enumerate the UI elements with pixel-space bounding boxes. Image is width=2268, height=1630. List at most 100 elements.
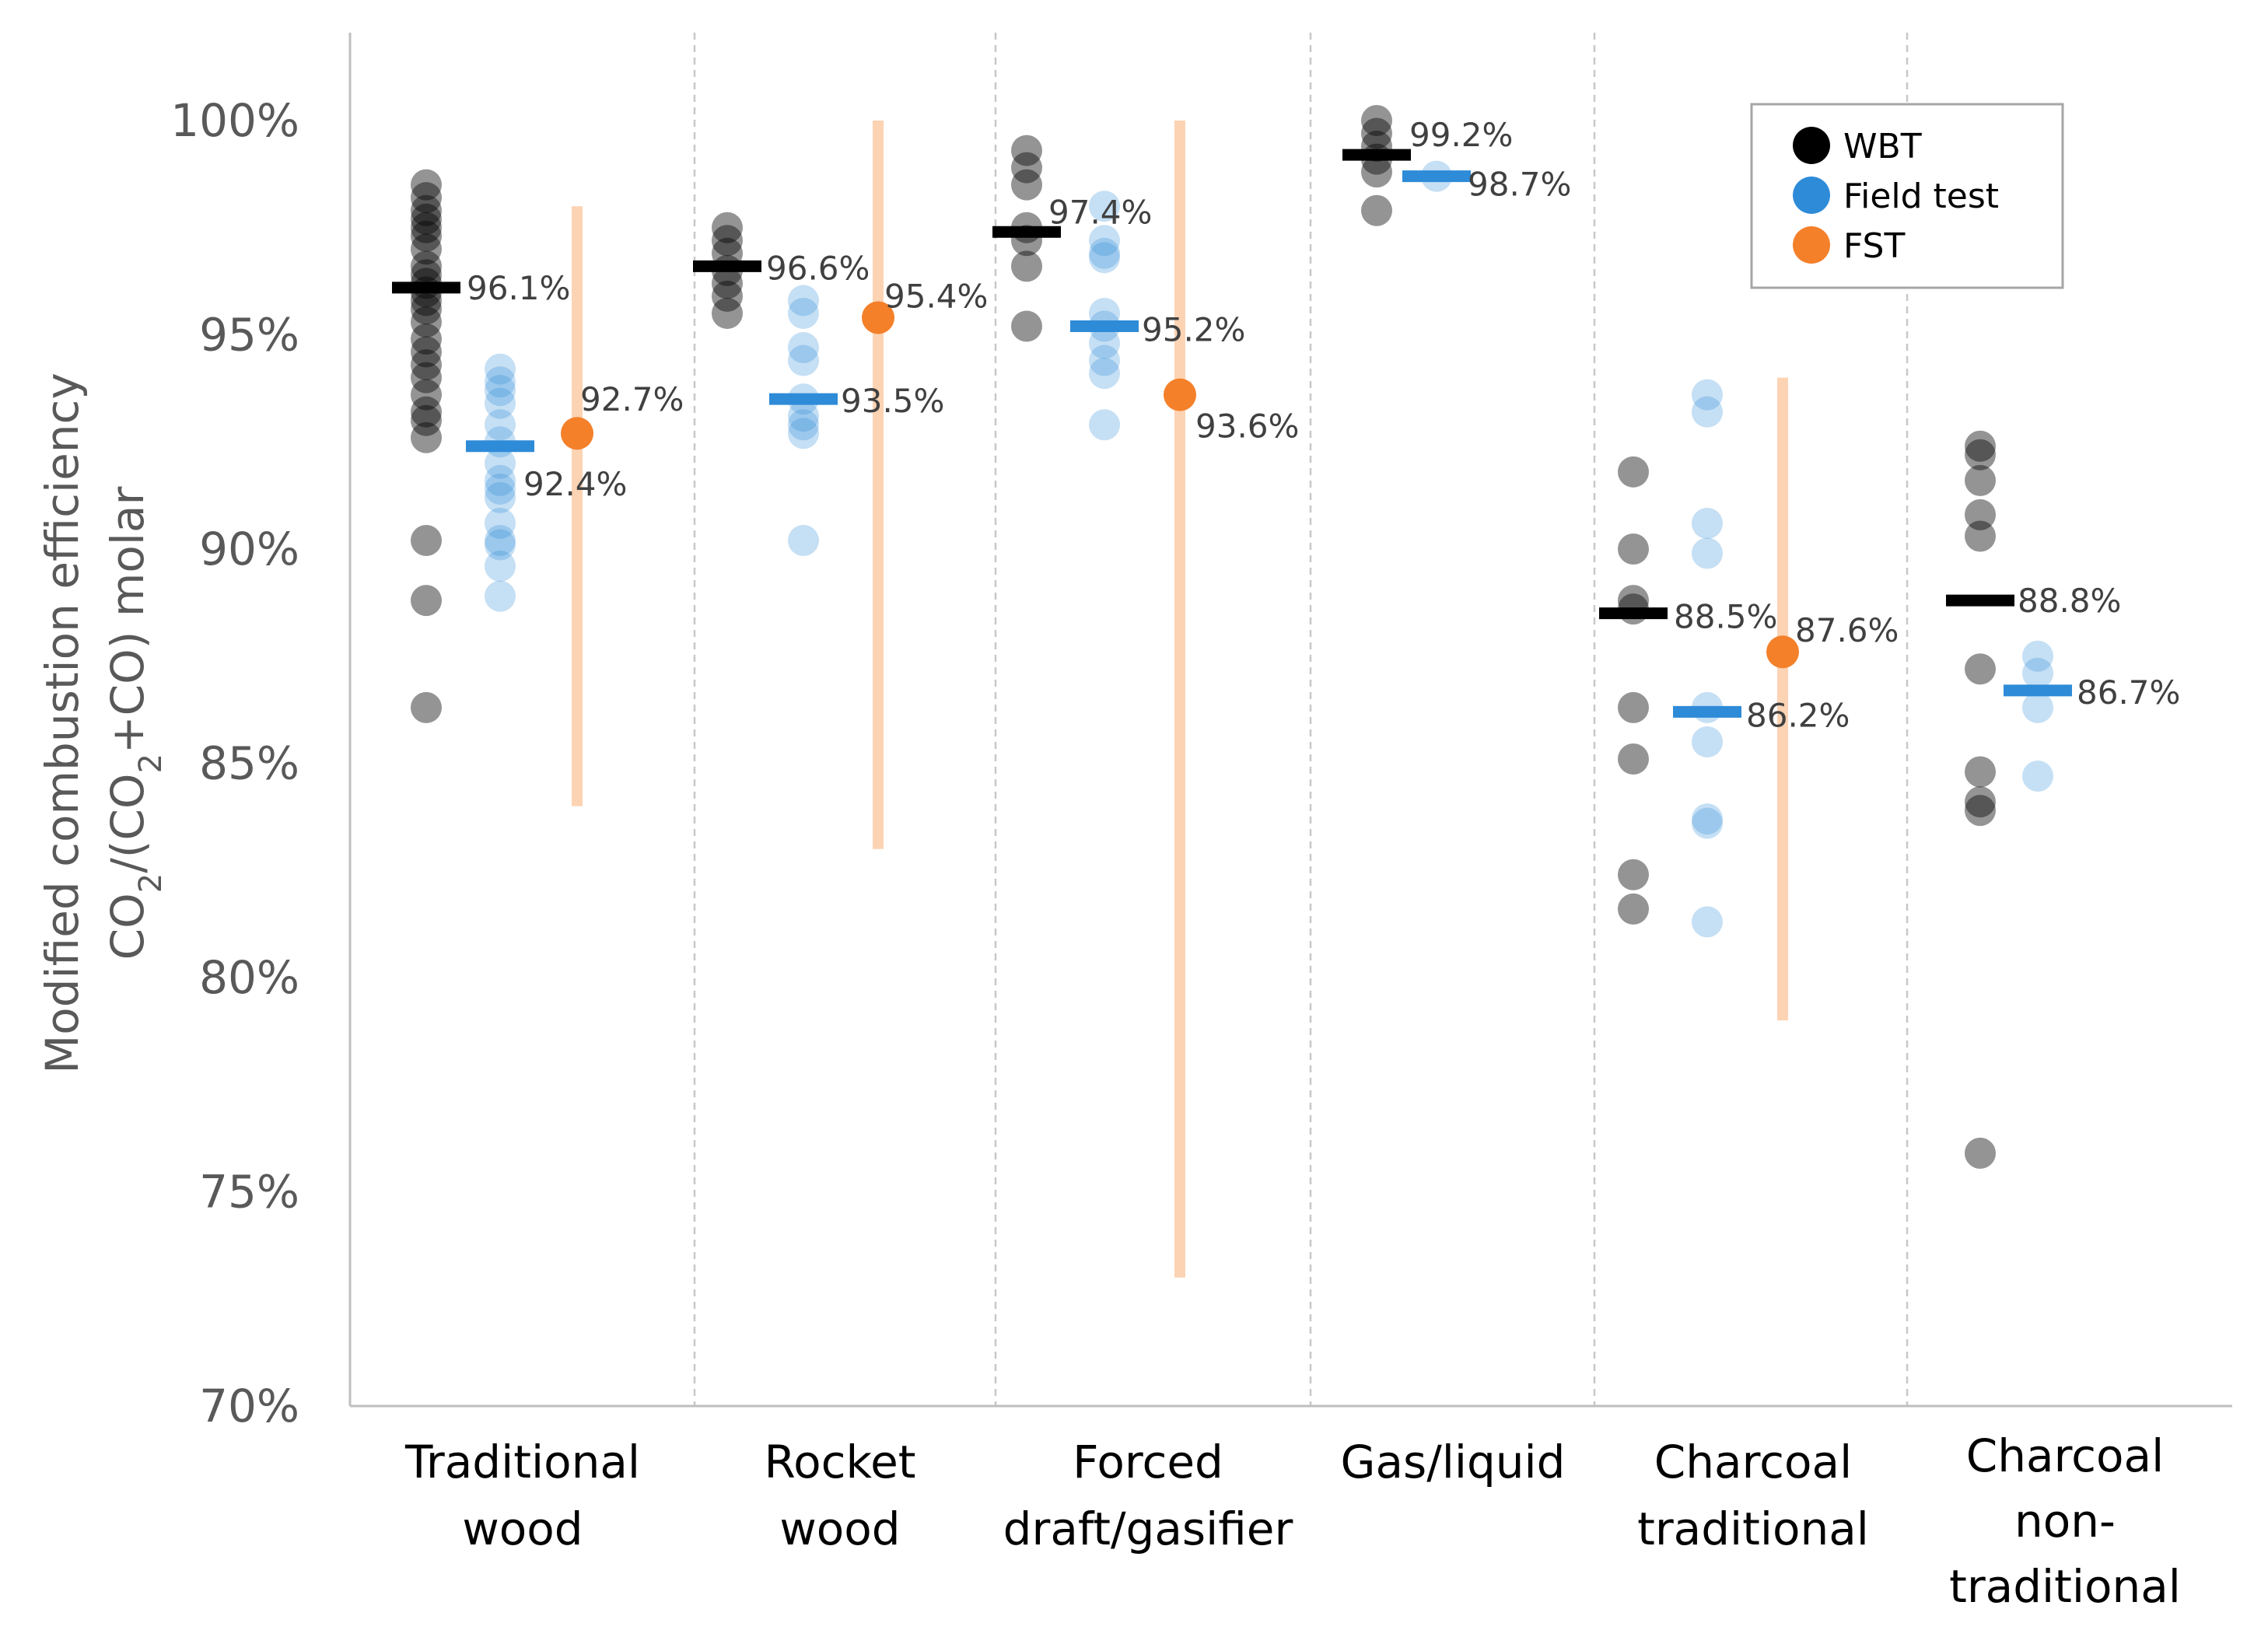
field-point-5-1 bbox=[2022, 657, 2053, 689]
field-point-0-12 bbox=[485, 529, 516, 561]
y-tick-label-75: 75% bbox=[199, 1166, 299, 1219]
wbt-point-2-0 bbox=[1011, 135, 1042, 166]
y-tick-label-95: 95% bbox=[199, 309, 299, 362]
field-point-4-1 bbox=[1692, 396, 1723, 428]
field-point-2-1 bbox=[1089, 225, 1120, 257]
field-mean-label-5: 86.7% bbox=[2077, 673, 2180, 712]
wbt-point-0-3 bbox=[411, 203, 442, 235]
wbt-point-1-5 bbox=[712, 280, 743, 312]
field-mean-label-3: 98.7% bbox=[1468, 166, 1571, 204]
wbt-point-3-4 bbox=[1361, 156, 1392, 188]
wbt-point-0-4 bbox=[411, 212, 442, 243]
wbt-point-5-1 bbox=[1965, 439, 1996, 470]
legend-marker-0 bbox=[1793, 127, 1830, 164]
field-point-0-9 bbox=[485, 481, 516, 513]
category-label-4-line-0: Charcoal bbox=[1654, 1436, 1852, 1488]
wbt-point-3-5 bbox=[1361, 194, 1392, 226]
wbt-point-0-2 bbox=[411, 194, 442, 226]
field-point-1-5 bbox=[788, 401, 819, 432]
wbt-point-4-6 bbox=[1618, 859, 1649, 890]
legend-marker-2 bbox=[1793, 226, 1830, 264]
field-mean-label-2: 95.2% bbox=[1142, 310, 1245, 348]
y-tick-label-80: 80% bbox=[199, 951, 299, 1004]
y-title-part-co: CO bbox=[101, 893, 154, 960]
wbt-point-0-0 bbox=[411, 169, 442, 201]
category-label-3-line-0: Gas/liquid bbox=[1341, 1436, 1566, 1488]
field-point-2-0 bbox=[1089, 191, 1120, 222]
data-labels: 96.1% 92.4% 92.7% 96.6% 93.5% 95.4% 97.4% 95.2%… bbox=[467, 116, 2180, 734]
category-label-5-line-1: non- bbox=[2014, 1495, 2116, 1548]
y-tick-labels: 70% 75% 80% 85% 90% 95% 100% bbox=[170, 94, 299, 1432]
fst-point-1 bbox=[862, 301, 894, 334]
wbt-point-5-2 bbox=[1965, 464, 1996, 496]
legend-label-1: Field test bbox=[1843, 177, 1999, 216]
wbt-point-3-1 bbox=[1361, 117, 1392, 149]
field-point-4-6 bbox=[1692, 803, 1723, 835]
y-axis-title: Modified combustion efficiency CO2/(CO2+… bbox=[36, 373, 169, 1074]
wbt-point-2-2 bbox=[1011, 169, 1042, 201]
wbt-point-0-23 bbox=[411, 585, 442, 617]
category-label-1-line-1: wood bbox=[779, 1502, 900, 1555]
wbt-point-0-16 bbox=[411, 349, 442, 381]
wbt-mean-label-1: 96.6% bbox=[766, 249, 870, 287]
wbt-point-0-24 bbox=[411, 691, 442, 723]
field-point-0-11 bbox=[485, 524, 516, 556]
wbt-point-4-5 bbox=[1618, 743, 1649, 775]
wbt-point-0-22 bbox=[411, 524, 442, 556]
field-mean-label-0: 92.4% bbox=[523, 465, 627, 503]
field-point-2-2 bbox=[1089, 237, 1120, 269]
wbt-mean-label-4: 88.5% bbox=[1674, 598, 1777, 636]
category-label-0-line-1: wood bbox=[462, 1502, 583, 1555]
wbt-point-5-6 bbox=[1965, 756, 1996, 788]
wbt-point-5-4 bbox=[1965, 520, 1996, 552]
fst-label-1: 95.4% bbox=[884, 277, 988, 315]
wbt-point-4-4 bbox=[1618, 691, 1649, 723]
field-point-2-6 bbox=[1089, 327, 1120, 359]
field-point-1-0 bbox=[788, 285, 819, 317]
wbt-point-0-18 bbox=[411, 379, 442, 411]
field-point-2-9 bbox=[1089, 409, 1120, 441]
y-tick-label-100: 100% bbox=[170, 94, 299, 147]
wbt-point-0-17 bbox=[411, 362, 442, 394]
wbt-mean-label-3: 99.2% bbox=[1409, 116, 1513, 154]
wbt-point-0-14 bbox=[411, 324, 442, 355]
wbt-point-0-12 bbox=[411, 293, 442, 325]
wbt-point-0-5 bbox=[411, 220, 442, 252]
field-point-0-14 bbox=[485, 580, 516, 612]
field-point-0-1 bbox=[485, 366, 516, 398]
field-point-5-0 bbox=[2022, 640, 2053, 672]
wbt-point-1-4 bbox=[712, 268, 743, 299]
wbt-mean-label-0: 96.1% bbox=[467, 269, 570, 307]
field-point-1-8 bbox=[788, 524, 819, 556]
field-point-2-8 bbox=[1089, 358, 1120, 390]
wbt-point-1-1 bbox=[712, 225, 743, 257]
wbt-point-5-7 bbox=[1965, 786, 1996, 818]
wbt-point-2-1 bbox=[1011, 152, 1042, 184]
wbt-point-4-0 bbox=[1618, 456, 1649, 488]
y-axis-title-line1: Modified combustion efficiency bbox=[36, 373, 89, 1074]
legend-marker-1 bbox=[1793, 177, 1830, 214]
wbt-point-0-6 bbox=[411, 233, 442, 265]
y-tick-label-70: 70% bbox=[199, 1380, 299, 1432]
wbt-point-1-6 bbox=[712, 297, 743, 329]
wbt-point-5-5 bbox=[1965, 653, 1996, 685]
field-point-1-6 bbox=[788, 409, 819, 441]
wbt-point-0-15 bbox=[411, 336, 442, 368]
y-tick-label-90: 90% bbox=[199, 523, 299, 575]
wbt-point-0-1 bbox=[411, 182, 442, 214]
mean-markers bbox=[392, 149, 2072, 718]
y-title-sub-2a: 2 bbox=[133, 873, 169, 893]
fst-label-0: 92.7% bbox=[580, 380, 684, 418]
legend-label-0: WBT bbox=[1843, 127, 1922, 166]
field-point-0-4 bbox=[485, 409, 516, 441]
field-point-4-3 bbox=[1692, 537, 1723, 569]
wbt-point-5-3 bbox=[1965, 498, 1996, 530]
legend: WBT Field test FST bbox=[1750, 103, 2064, 289]
fst-ranges bbox=[572, 121, 1788, 1278]
category-label-2-line-1: draft/gasifier bbox=[1003, 1502, 1293, 1555]
field-point-1-2 bbox=[788, 332, 819, 364]
field-mean-label-4: 86.2% bbox=[1746, 696, 1850, 734]
field-point-5-3 bbox=[2022, 761, 2053, 792]
wbt-point-2-6 bbox=[1011, 310, 1042, 342]
wbt-point-2-5 bbox=[1011, 250, 1042, 282]
